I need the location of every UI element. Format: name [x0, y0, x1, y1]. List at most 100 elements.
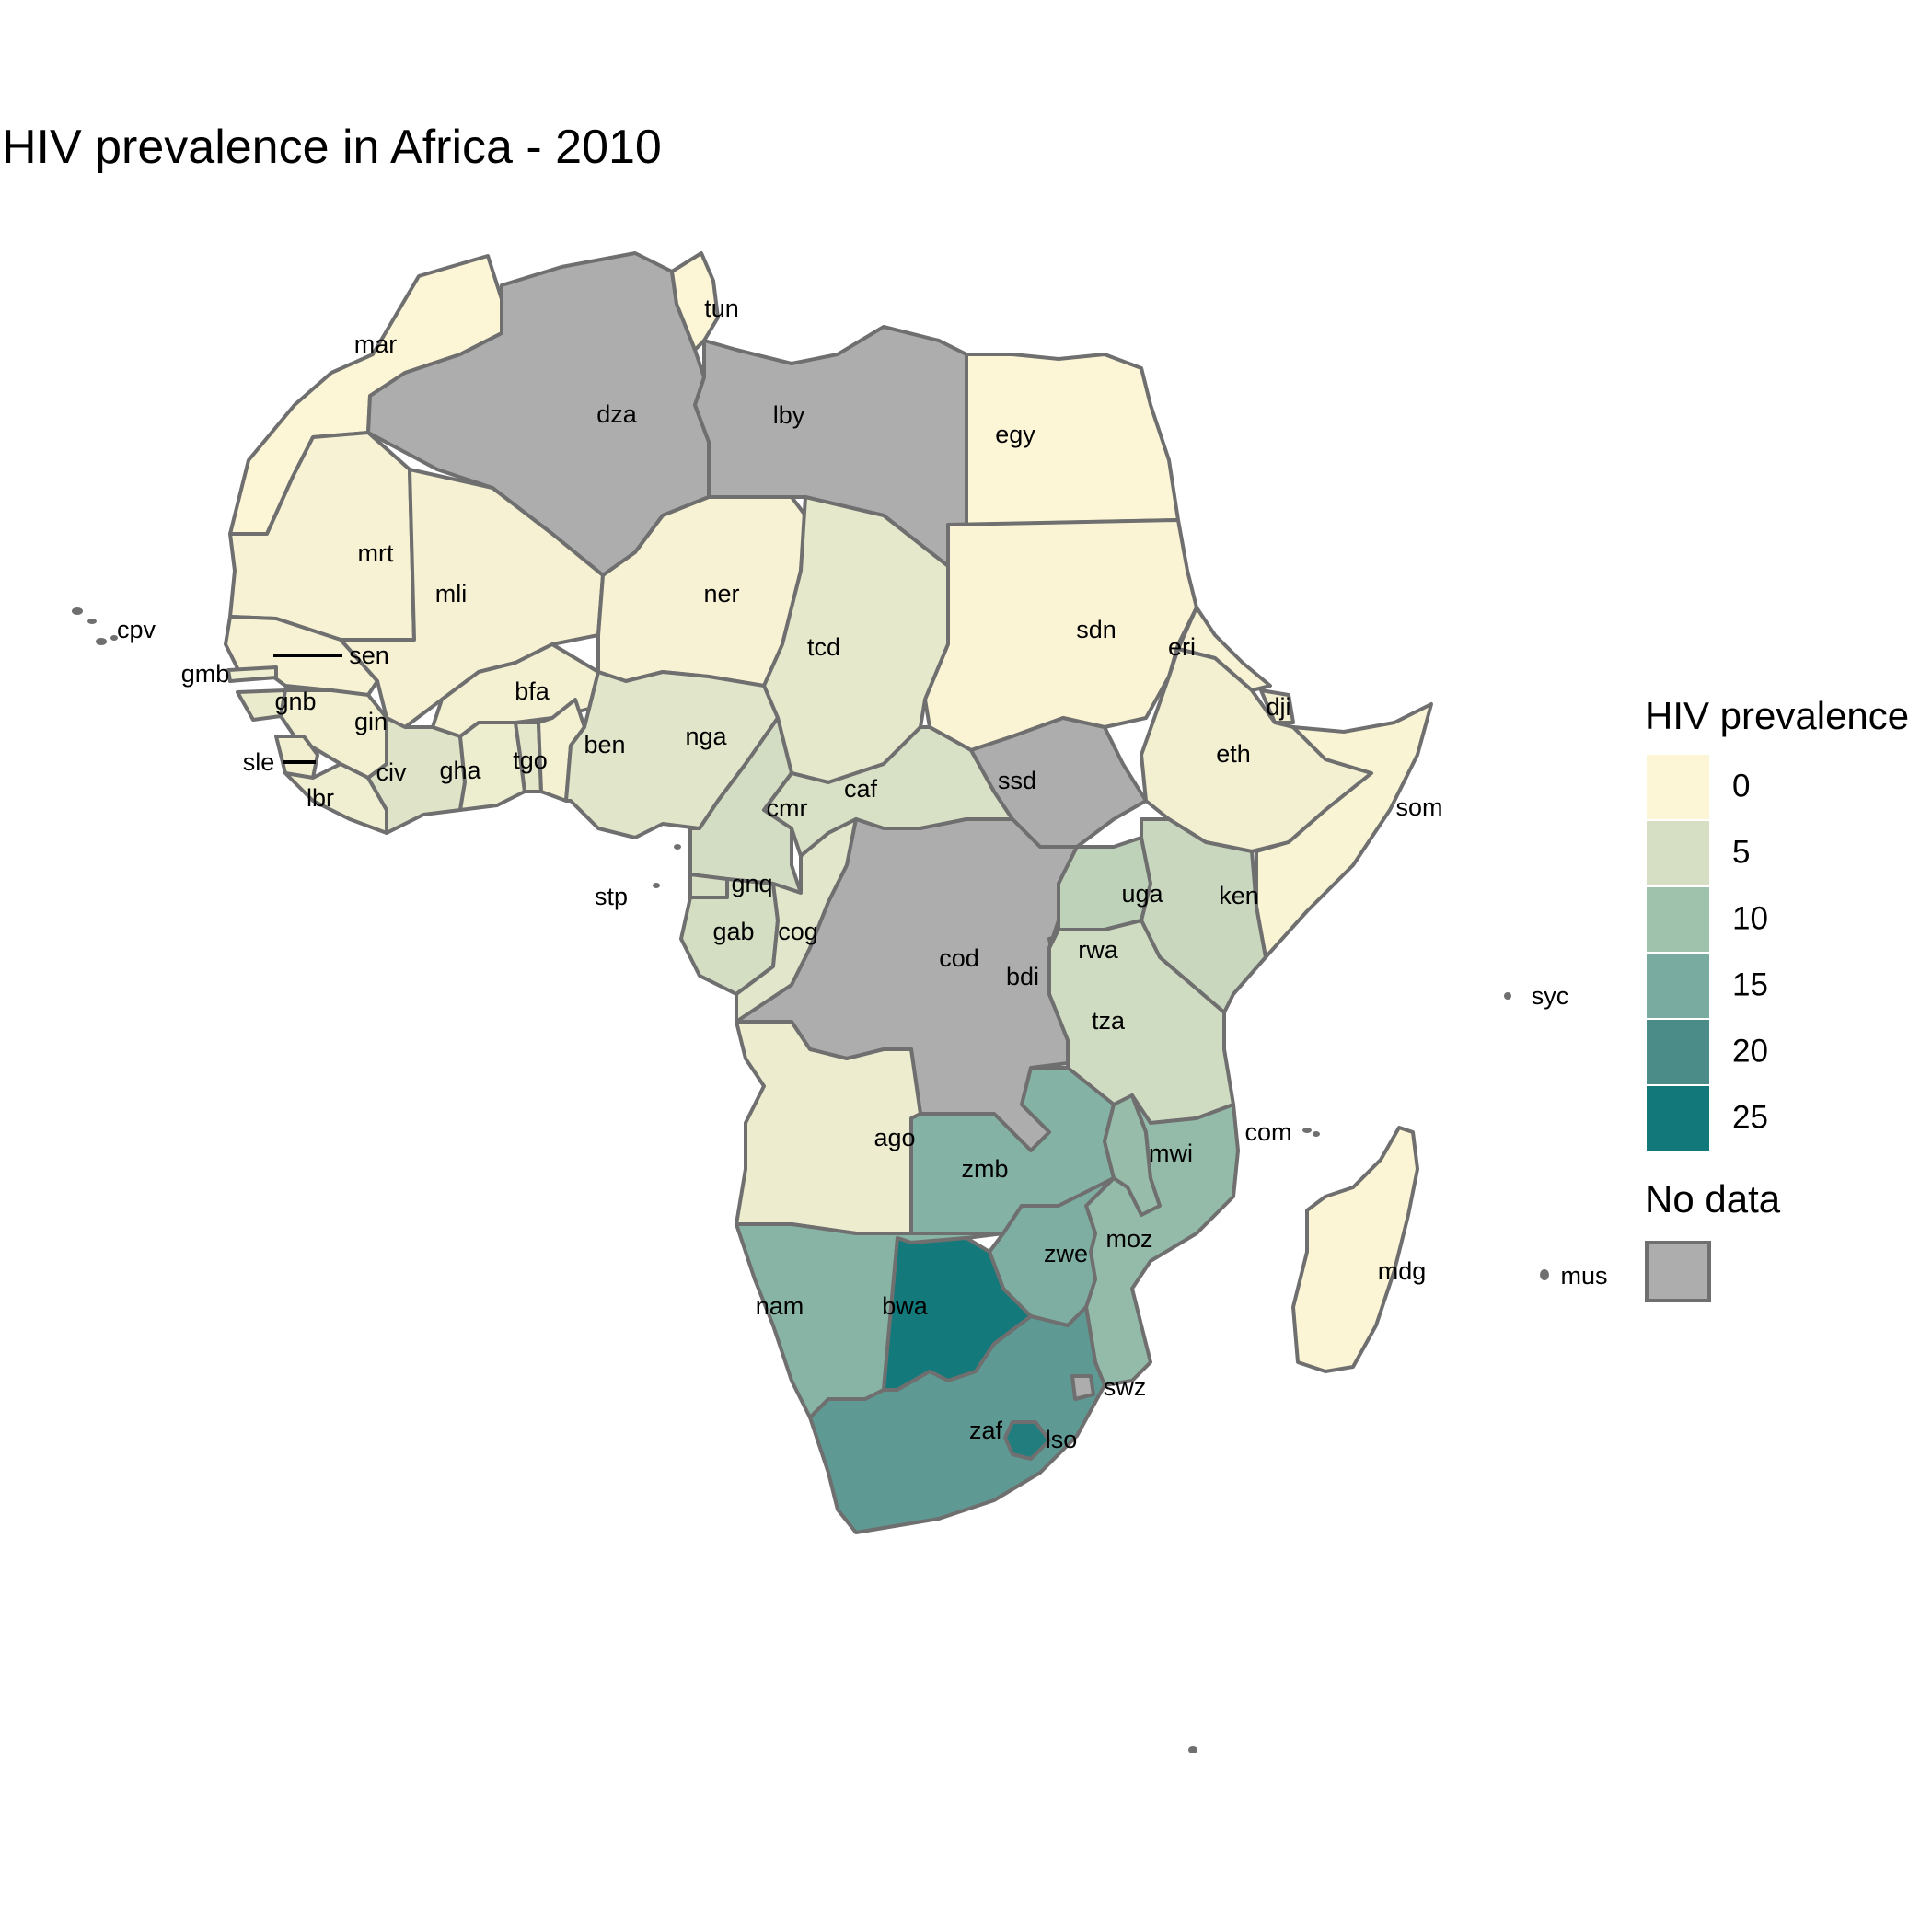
legend-title: HIV prevalence — [1645, 694, 1909, 737]
country-gnq[interactable] — [688, 873, 729, 899]
label-mar: mar — [354, 330, 398, 358]
label-bfa: bfa — [515, 677, 550, 705]
legend-label-10: 10 — [1732, 900, 1768, 936]
label-sdn: sdn — [1076, 616, 1116, 643]
label-nga: nga — [685, 723, 727, 750]
label-nam: nam — [756, 1292, 804, 1320]
country-dji[interactable] — [1259, 688, 1295, 724]
label-lso: lso — [1046, 1426, 1078, 1453]
legend-no-data-title: No data — [1645, 1177, 1781, 1221]
label-cmr: cmr — [767, 794, 808, 822]
label-dza: dza — [596, 400, 638, 428]
legend-label-0: 0 — [1732, 768, 1750, 804]
label-gha: gha — [439, 757, 481, 784]
label-bwa: bwa — [882, 1292, 929, 1320]
legend: HIV prevalence 0 5 10 15 20 25 No data — [1645, 694, 1909, 1302]
legend-swatch-15 — [1647, 954, 1709, 1018]
island-cpv-4 — [110, 635, 118, 641]
small-island-markers — [72, 607, 1549, 1753]
label-tcd: tcd — [807, 633, 840, 661]
legend-swatch-no-data — [1645, 1241, 1711, 1302]
label-dji: dji — [1266, 693, 1290, 721]
country-lso[interactable] — [1003, 1420, 1051, 1461]
island-com-1 — [1302, 1128, 1312, 1133]
label-mdg: mdg — [1378, 1257, 1427, 1285]
country-ken[interactable] — [1140, 817, 1267, 1014]
label-cpv: cpv — [117, 616, 156, 643]
label-syc: syc — [1532, 982, 1569, 1010]
label-bdi: bdi — [1006, 963, 1039, 990]
label-gnq: gnq — [731, 870, 772, 897]
label-tun: tun — [704, 295, 739, 322]
country-polygons — [224, 251, 1433, 1534]
legend-label-25: 25 — [1732, 1099, 1768, 1135]
country-sle[interactable] — [274, 735, 319, 780]
label-mli: mli — [435, 580, 468, 607]
country-swz[interactable] — [1070, 1374, 1095, 1401]
country-gmb[interactable] — [226, 665, 278, 683]
island-cpv-3 — [96, 638, 107, 645]
label-stp: stp — [595, 883, 628, 910]
label-tza: tza — [1092, 1007, 1126, 1035]
island-south — [1188, 1746, 1197, 1753]
label-gin: gin — [354, 708, 388, 735]
island-mus — [1540, 1269, 1549, 1280]
label-egy: egy — [995, 421, 1035, 448]
legend-swatch-10 — [1647, 887, 1709, 952]
map-title: HIV prevalence in Africa - 2010 — [2, 121, 662, 174]
legend-swatch-25 — [1647, 1086, 1709, 1151]
island-stp-2 — [674, 844, 681, 850]
island-syc — [1504, 992, 1511, 1000]
label-caf: caf — [844, 775, 878, 803]
label-ben: ben — [584, 731, 625, 758]
label-gmb: gmb — [181, 660, 230, 688]
legend-swatch-0 — [1647, 755, 1709, 819]
label-ken: ken — [1219, 882, 1259, 909]
label-sen: sen — [349, 642, 389, 669]
label-uga: uga — [1121, 880, 1163, 908]
island-stp-1 — [653, 883, 660, 888]
label-eth: eth — [1216, 740, 1251, 768]
country-tun[interactable] — [670, 251, 720, 352]
label-ssd: ssd — [998, 767, 1036, 794]
country-tgo[interactable] — [514, 721, 543, 793]
label-eri: eri — [1168, 633, 1196, 661]
label-gnb: gnb — [274, 688, 316, 715]
leader-lines — [273, 654, 342, 764]
country-ssd[interactable] — [969, 716, 1148, 849]
legend-label-20: 20 — [1732, 1033, 1768, 1069]
country-zaf[interactable] — [808, 1305, 1106, 1534]
label-zwe: zwe — [1044, 1240, 1088, 1267]
label-swz: swz — [1104, 1373, 1147, 1401]
label-cog: cog — [778, 918, 818, 945]
island-com-2 — [1313, 1131, 1320, 1137]
label-mwi: mwi — [1149, 1140, 1193, 1167]
country-mdg[interactable] — [1291, 1126, 1419, 1373]
island-cpv-2 — [87, 619, 97, 624]
island-cpv-1 — [72, 607, 83, 615]
label-gab: gab — [712, 918, 754, 945]
label-moz: moz — [1105, 1225, 1152, 1253]
label-mrt: mrt — [358, 539, 394, 567]
label-com: com — [1244, 1118, 1291, 1146]
legend-swatch-20 — [1647, 1020, 1709, 1084]
legend-swatch-5 — [1647, 821, 1709, 885]
label-lbr: lbr — [307, 784, 334, 812]
country-civ[interactable] — [366, 716, 467, 835]
country-labels: mar dza tun lby egy mrt mli ner tcd sdn … — [117, 295, 1608, 1453]
label-cod: cod — [939, 944, 979, 972]
label-tgo: tgo — [513, 746, 548, 774]
label-ner: ner — [703, 580, 739, 607]
label-rwa: rwa — [1078, 936, 1118, 964]
label-ago: ago — [873, 1124, 915, 1151]
label-civ: civ — [376, 758, 407, 786]
label-lby: lby — [773, 401, 805, 429]
legend-label-15: 15 — [1732, 966, 1768, 1002]
label-zmb: zmb — [961, 1155, 1008, 1183]
country-som[interactable] — [1255, 702, 1433, 959]
label-som: som — [1395, 793, 1442, 821]
label-mus: mus — [1560, 1262, 1607, 1290]
label-sle: sle — [243, 748, 275, 776]
legend-label-5: 5 — [1732, 834, 1750, 870]
